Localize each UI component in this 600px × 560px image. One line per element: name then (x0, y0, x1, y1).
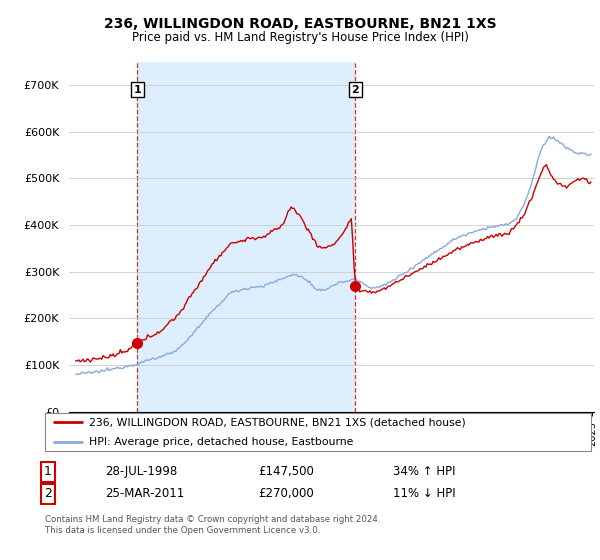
Text: Contains HM Land Registry data © Crown copyright and database right 2024.
This d: Contains HM Land Registry data © Crown c… (45, 515, 380, 535)
Bar (137, 62, 355, 412)
Text: 236, WILLINGDON ROAD, EASTBOURNE, BN21 1XS: 236, WILLINGDON ROAD, EASTBOURNE, BN21 1… (104, 17, 496, 31)
Text: £147,500: £147,500 (258, 465, 314, 478)
Text: £270,000: £270,000 (258, 487, 314, 501)
Text: 2: 2 (352, 85, 359, 95)
Text: 28-JUL-1998: 28-JUL-1998 (105, 465, 177, 478)
Text: 2: 2 (44, 487, 52, 501)
Text: Price paid vs. HM Land Registry's House Price Index (HPI): Price paid vs. HM Land Registry's House … (131, 31, 469, 44)
Text: 25-MAR-2011: 25-MAR-2011 (105, 487, 184, 501)
Text: 1: 1 (44, 465, 52, 478)
Text: 236, WILLINGDON ROAD, EASTBOURNE, BN21 1XS (detached house): 236, WILLINGDON ROAD, EASTBOURNE, BN21 1… (89, 417, 466, 427)
Text: 11% ↓ HPI: 11% ↓ HPI (393, 487, 455, 501)
Text: 1: 1 (133, 85, 141, 95)
Text: HPI: Average price, detached house, Eastbourne: HPI: Average price, detached house, East… (89, 437, 353, 447)
Text: 34% ↑ HPI: 34% ↑ HPI (393, 465, 455, 478)
